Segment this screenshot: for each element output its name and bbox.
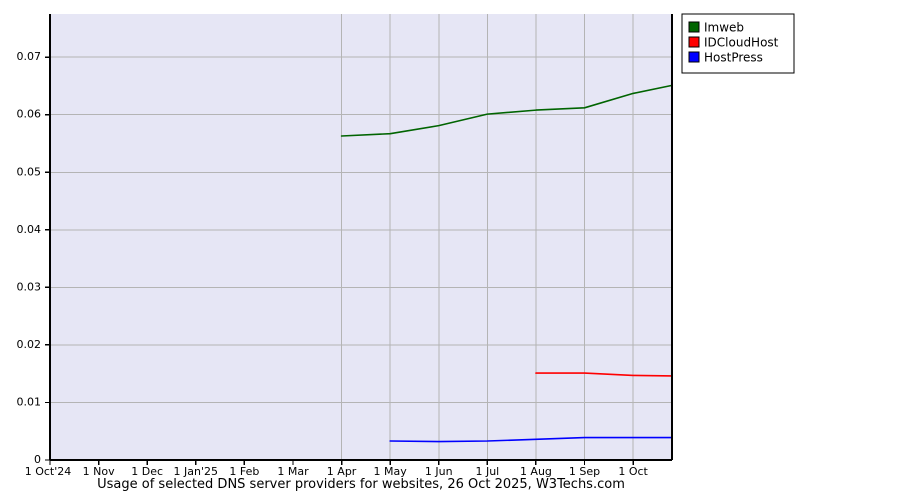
- plot-area-background: [50, 14, 672, 460]
- x-tick-label: 1 Dec: [131, 465, 163, 478]
- x-tick-label: 1 Sep: [569, 465, 600, 478]
- legend-swatch-hostpress: [688, 51, 700, 63]
- series-line-hostpress: [389, 436, 673, 443]
- y-tick-label: 0.03: [17, 280, 42, 293]
- x-tick-label: 1 Nov: [83, 465, 115, 478]
- legend-swatch-imweb: [688, 21, 700, 33]
- legend-label-hostpress: HostPress: [704, 51, 763, 65]
- legend-swatch-idcloudhost: [688, 36, 700, 48]
- x-tick-label: 1 Jul: [475, 465, 499, 478]
- y-tick-label: 0.04: [17, 223, 42, 236]
- x-tick-label: 1 May: [374, 465, 408, 478]
- x-axis-tick-labels: 1 Oct'24 1 Nov 1 Dec 1 Jan'25 1 Feb 1 Mar 1 Ap…: [25, 465, 649, 478]
- y-tick-label: 0.05: [17, 165, 42, 178]
- vertical-gridlines: [341, 14, 634, 460]
- x-tick-label: 1 Aug: [520, 465, 552, 478]
- x-tick-label: 1 Apr: [327, 465, 357, 478]
- y-tick-label: 0.06: [17, 108, 42, 121]
- legend-label-idcloudhost: IDCloudHost: [704, 36, 779, 50]
- legend-label-imweb: Imweb: [704, 21, 744, 35]
- y-tick-label: 0: [34, 453, 41, 466]
- series-line-imweb: [340, 84, 673, 137]
- x-tick-label: 1 Jan'25: [174, 465, 218, 478]
- series-line-idcloudhost: [535, 372, 673, 377]
- legend-box: [681, 13, 795, 74]
- x-tick-label: 1 Feb: [229, 465, 259, 478]
- data-series-group: [340, 84, 673, 443]
- x-tick-label: 1 Oct: [618, 465, 648, 478]
- horizontal-gridlines: [50, 56, 672, 403]
- x-tick-label: 1 Oct'24: [25, 465, 72, 478]
- x-tick-label: 1 Mar: [277, 465, 309, 478]
- y-tick-label: 0.02: [17, 338, 42, 351]
- y-tick-label: 0.07: [17, 50, 42, 63]
- x-tick-label: 1 Jun: [425, 465, 453, 478]
- chart-caption: Usage of selected DNS server providers f…: [97, 477, 625, 492]
- y-tick-label: 0.01: [17, 395, 42, 408]
- y-axis-tick-labels: 0 0.01 0.02 0.03 0.04 0.05 0.06 0.07: [17, 50, 42, 466]
